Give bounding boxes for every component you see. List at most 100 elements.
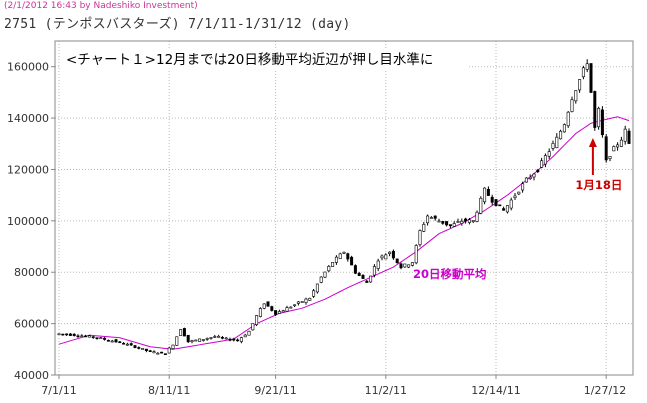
y-axis-ticks: 40000 60000 80000 100000 120000 140000 160000 — [7, 61, 55, 382]
candle-body — [471, 220, 475, 222]
x-tick-label: 1/27/12 — [584, 384, 626, 397]
candle-body — [403, 263, 407, 268]
candle-body — [369, 275, 373, 283]
candle-body — [410, 262, 414, 266]
candle-body — [114, 339, 118, 343]
candle-body — [426, 215, 430, 224]
candle-body — [198, 338, 202, 342]
candle-body — [125, 343, 129, 346]
candle-body — [414, 245, 418, 264]
candle-body — [608, 156, 612, 159]
candle-body — [110, 340, 114, 343]
candle-body — [464, 218, 468, 222]
candle-body — [331, 262, 335, 267]
candle-body — [156, 352, 160, 355]
candle-body — [61, 333, 65, 336]
candle-body — [532, 173, 536, 178]
candle-body — [137, 347, 141, 349]
candle-body — [547, 151, 551, 157]
candle-body — [91, 336, 95, 338]
candle-body — [475, 211, 479, 222]
candle-body — [505, 205, 509, 213]
candle-body — [190, 340, 194, 343]
candle-body — [72, 333, 76, 336]
candle-body — [551, 143, 555, 149]
candle-body — [597, 108, 601, 128]
candle-body — [581, 67, 585, 78]
candle-body — [274, 310, 278, 315]
candle-body — [296, 301, 300, 304]
candle-body — [616, 144, 620, 148]
candle-body — [201, 339, 205, 341]
y-tick-label: 140000 — [7, 112, 49, 125]
candle-body — [239, 337, 243, 342]
candle-body — [236, 339, 240, 342]
candle-body — [141, 348, 145, 350]
candle-body — [186, 334, 190, 343]
candle-body — [619, 139, 623, 147]
y-tick-label: 80000 — [14, 266, 49, 279]
candle-body — [106, 339, 110, 342]
chart-note: <チャート１>12月までは20日移動平均近辺が押し目水準に — [66, 52, 433, 68]
candle-body — [570, 99, 574, 112]
x-axis-ticks: 7/1/11 8/11/11 9/21/11 11/2/11 12/14/11 1/27/… — [41, 375, 626, 397]
candle-body — [407, 264, 411, 268]
candle-body — [448, 224, 452, 227]
candle-body — [627, 130, 631, 144]
candle-body — [285, 307, 289, 312]
candle-body — [604, 136, 608, 161]
chart-title: 2751 (テンポスバスターズ) 7/1/11-1/31/12 (day) — [4, 17, 351, 32]
candle-body — [209, 337, 213, 339]
candle-body — [175, 336, 179, 346]
candle-body — [338, 253, 342, 260]
candle-body — [456, 221, 460, 223]
candle-body — [266, 301, 270, 307]
candle-body — [167, 347, 171, 354]
x-tick-label: 9/21/11 — [254, 384, 296, 397]
candle-body — [148, 350, 152, 353]
candle-body — [323, 271, 327, 278]
candle-body — [388, 251, 392, 254]
candle-body — [270, 306, 274, 311]
candle-body — [372, 266, 376, 276]
candle-body — [460, 220, 464, 224]
candle-body — [391, 250, 395, 259]
candle-body — [589, 63, 593, 93]
candle-body — [353, 265, 357, 274]
candle-body — [380, 255, 384, 259]
candle-body — [312, 290, 316, 297]
candle-body — [490, 196, 494, 203]
candle-body — [600, 109, 604, 136]
y-tick-label: 160000 — [7, 61, 49, 74]
candle-body — [57, 333, 61, 336]
candle-body — [258, 308, 262, 317]
candle-series — [57, 59, 631, 355]
candle-body — [251, 323, 255, 331]
candle-body — [562, 124, 566, 133]
candle-body — [498, 204, 502, 207]
candle-body — [494, 199, 498, 207]
candle-body — [87, 335, 91, 338]
candle-body — [486, 188, 490, 196]
candle-body — [502, 208, 506, 211]
candle-body — [441, 221, 445, 224]
jan18-arrow-head — [588, 138, 597, 147]
candle-body — [418, 230, 422, 245]
candle-body — [277, 311, 281, 314]
candle-body — [361, 275, 365, 279]
candle-body — [182, 328, 186, 337]
candle-body — [129, 343, 133, 346]
candle-body — [232, 338, 236, 341]
candle-body — [289, 306, 293, 309]
candle-body — [479, 198, 483, 214]
candle-body — [612, 146, 616, 152]
candle-body — [65, 333, 69, 336]
candle-body — [433, 215, 437, 219]
plot-frame — [54, 40, 634, 376]
candle-body — [384, 254, 388, 260]
candle-body — [84, 335, 88, 338]
candle-body — [350, 256, 354, 266]
candle-body — [144, 348, 148, 352]
candle-body — [205, 338, 209, 340]
candle-body — [308, 298, 312, 301]
